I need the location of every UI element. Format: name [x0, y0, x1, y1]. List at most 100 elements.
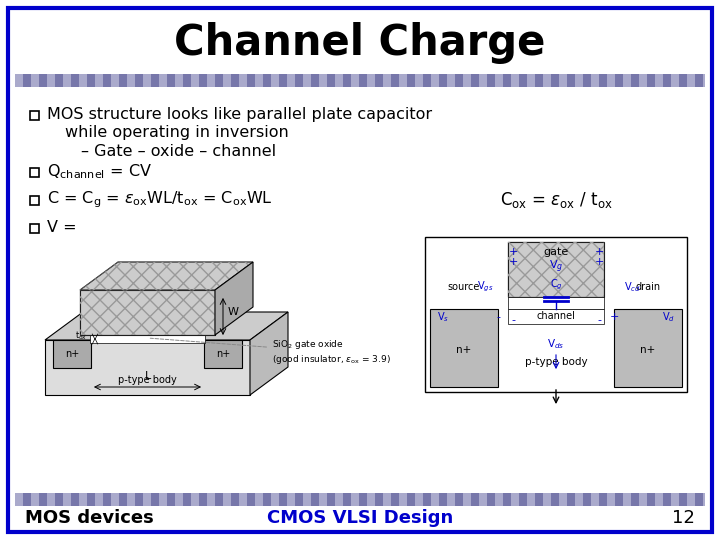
Bar: [223, 493, 231, 506]
Bar: [647, 493, 655, 506]
Bar: [159, 74, 167, 87]
Bar: [271, 493, 279, 506]
Bar: [447, 493, 455, 506]
Bar: [559, 74, 567, 87]
Bar: [30, 111, 39, 120]
Bar: [143, 493, 151, 506]
Bar: [343, 74, 351, 87]
Bar: [495, 493, 503, 506]
Bar: [647, 74, 655, 87]
Bar: [655, 493, 663, 506]
Bar: [607, 74, 615, 87]
Bar: [215, 74, 223, 87]
Bar: [15, 74, 23, 87]
Bar: [311, 74, 319, 87]
Bar: [31, 74, 39, 87]
Bar: [327, 493, 335, 506]
Text: -: -: [496, 312, 500, 322]
Bar: [30, 196, 39, 205]
Text: n+: n+: [456, 345, 472, 355]
Bar: [535, 493, 543, 506]
Bar: [399, 493, 407, 506]
Bar: [207, 74, 215, 87]
Bar: [204, 340, 242, 368]
Bar: [567, 74, 575, 87]
Bar: [53, 340, 91, 368]
Bar: [47, 74, 55, 87]
Bar: [631, 493, 639, 506]
Text: -: -: [597, 315, 601, 325]
Bar: [183, 74, 191, 87]
Bar: [383, 74, 391, 87]
Bar: [431, 493, 439, 506]
Text: p-type body: p-type body: [118, 375, 177, 385]
Text: V$_{cd}$: V$_{cd}$: [624, 280, 640, 294]
Bar: [599, 74, 607, 87]
Bar: [543, 493, 551, 506]
Bar: [508, 309, 604, 324]
Bar: [303, 74, 311, 87]
Bar: [583, 493, 591, 506]
Text: V$_g$: V$_g$: [549, 259, 563, 275]
Bar: [671, 493, 679, 506]
Bar: [591, 493, 599, 506]
Bar: [111, 74, 119, 87]
Bar: [295, 493, 303, 506]
Text: n+: n+: [640, 345, 656, 355]
Bar: [623, 493, 631, 506]
Bar: [583, 74, 591, 87]
Text: Q$_\mathrm{channel}$ = CV: Q$_\mathrm{channel}$ = CV: [47, 163, 152, 181]
Bar: [567, 493, 575, 506]
Bar: [127, 74, 135, 87]
Text: V$_{ds}$: V$_{ds}$: [547, 337, 564, 351]
Bar: [407, 493, 415, 506]
Bar: [439, 74, 447, 87]
Bar: [247, 74, 255, 87]
Bar: [87, 493, 95, 506]
Bar: [671, 74, 679, 87]
Text: V$_{gs}$: V$_{gs}$: [477, 280, 493, 294]
Bar: [191, 493, 199, 506]
Bar: [343, 493, 351, 506]
Bar: [303, 493, 311, 506]
Bar: [599, 493, 607, 506]
Bar: [407, 74, 415, 87]
Bar: [191, 74, 199, 87]
Bar: [143, 74, 151, 87]
Bar: [175, 493, 183, 506]
Bar: [80, 290, 215, 335]
Bar: [71, 493, 79, 506]
Bar: [425, 237, 687, 392]
Text: CMOS VLSI Design: CMOS VLSI Design: [267, 509, 453, 527]
Bar: [511, 74, 519, 87]
Bar: [199, 74, 207, 87]
Bar: [95, 493, 103, 506]
Bar: [455, 493, 463, 506]
Bar: [23, 74, 31, 87]
Bar: [687, 74, 695, 87]
Bar: [90, 335, 205, 343]
Bar: [359, 74, 367, 87]
Bar: [383, 493, 391, 506]
Bar: [279, 493, 287, 506]
Bar: [687, 493, 695, 506]
Bar: [415, 74, 423, 87]
Bar: [30, 224, 39, 233]
Text: MOS structure looks like parallel plate capacitor: MOS structure looks like parallel plate …: [47, 107, 432, 123]
Bar: [55, 493, 63, 506]
Bar: [503, 493, 511, 506]
Bar: [63, 493, 71, 506]
Text: +: +: [594, 247, 603, 257]
Bar: [23, 493, 31, 506]
Bar: [487, 74, 495, 87]
Bar: [255, 493, 263, 506]
Bar: [423, 74, 431, 87]
Text: C$_\mathrm{ox}$ = $\varepsilon_\mathrm{ox}$ / t$_\mathrm{ox}$: C$_\mathrm{ox}$ = $\varepsilon_\mathrm{o…: [500, 190, 613, 210]
Bar: [199, 493, 207, 506]
Bar: [430, 309, 498, 387]
Bar: [479, 493, 487, 506]
Bar: [263, 74, 271, 87]
Bar: [391, 74, 399, 87]
Bar: [415, 493, 423, 506]
Text: channel: channel: [536, 311, 575, 321]
